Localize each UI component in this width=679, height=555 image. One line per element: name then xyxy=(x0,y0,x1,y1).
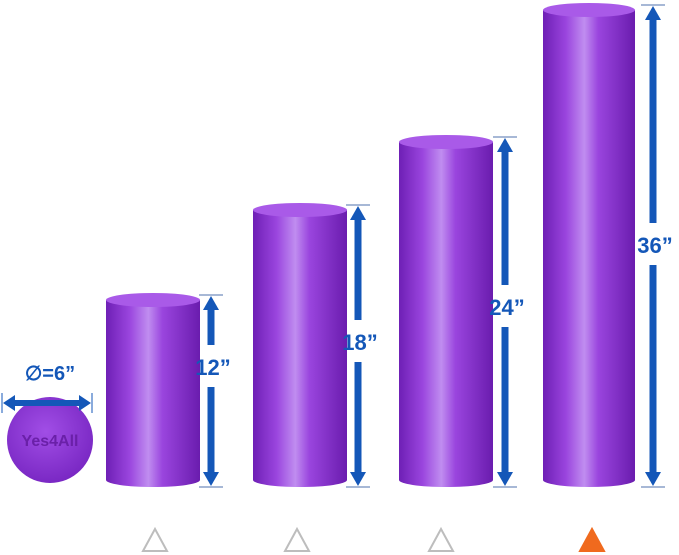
end-disc: Yes4All xyxy=(7,397,93,483)
size-selector-triangle[interactable] xyxy=(141,526,169,552)
length-label: 24” xyxy=(489,295,524,320)
logo: Yes4All xyxy=(22,433,79,450)
diameter-arrow xyxy=(1,393,93,413)
selected-size-selector-triangle[interactable] xyxy=(578,526,606,552)
length-arrow xyxy=(641,4,665,488)
roller-24: 24” xyxy=(399,135,525,488)
size-selector-triangle[interactable] xyxy=(283,526,311,552)
roller-36: 36” xyxy=(543,3,673,488)
diameter-label: ∅=6” xyxy=(25,363,75,385)
length-label: 18” xyxy=(342,330,377,355)
length-arrow xyxy=(346,204,370,488)
roller-12: 12” xyxy=(106,293,231,488)
roller-18: 18” xyxy=(253,203,378,488)
length-arrow xyxy=(493,136,517,488)
length-arrow xyxy=(199,294,223,488)
length-label: 36” xyxy=(637,233,672,258)
size-selector-triangle[interactable] xyxy=(427,526,455,552)
length-label: 12” xyxy=(195,355,230,380)
